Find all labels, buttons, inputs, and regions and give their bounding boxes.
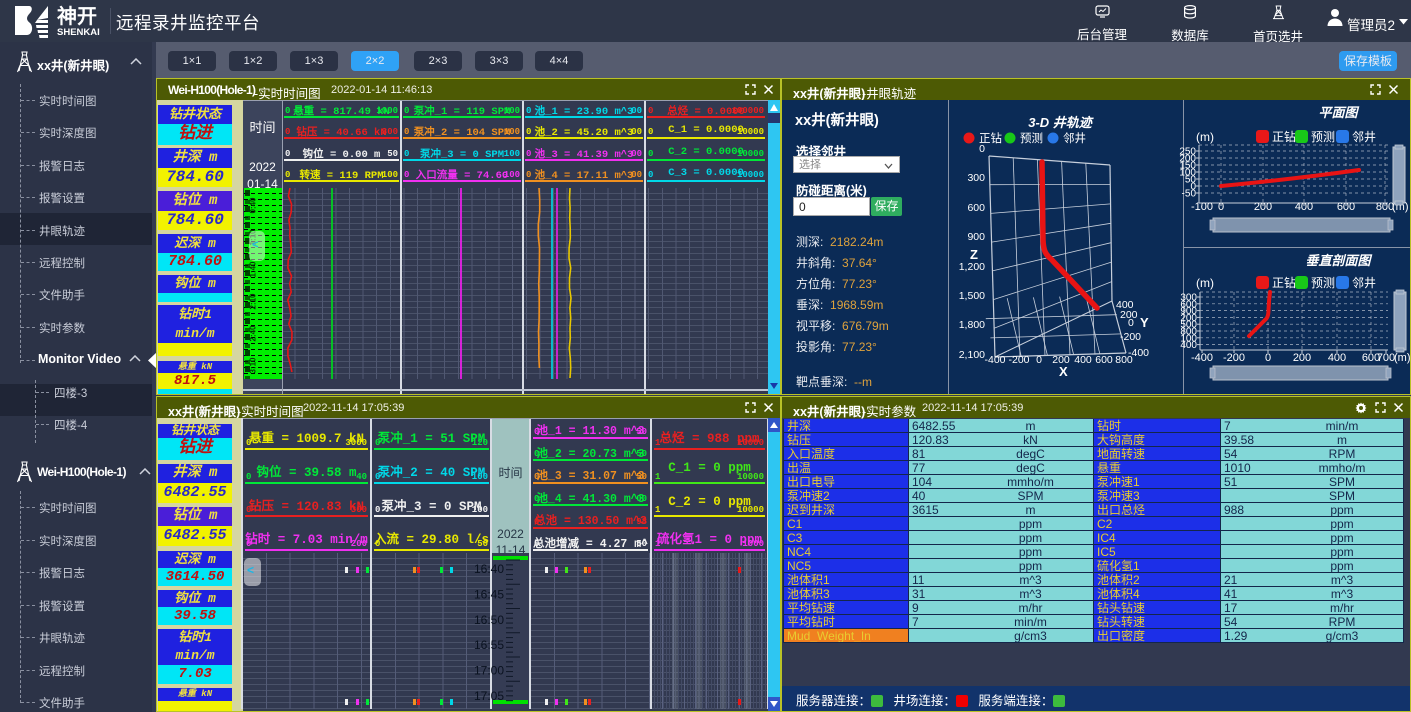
- svg-text:16:40: 16:40: [474, 562, 504, 576]
- svg-text:16:50: 16:50: [474, 613, 504, 627]
- svg-text:0: 0: [979, 143, 985, 155]
- svg-text:Y: Y: [1140, 315, 1149, 330]
- svg-text:200: 200: [1052, 354, 1070, 366]
- svg-text:400: 400: [1328, 352, 1346, 364]
- svg-text:400: 400: [1074, 354, 1092, 366]
- svg-text:900: 900: [1180, 306, 1197, 317]
- svg-text:Z: Z: [970, 247, 978, 262]
- svg-text:600: 600: [1362, 352, 1380, 364]
- svg-text:17:00: 17:00: [474, 664, 504, 678]
- svg-text:-400: -400: [984, 354, 1005, 366]
- svg-text:(m): (m): [1394, 352, 1410, 364]
- svg-text:正钻: 正钻: [1272, 275, 1296, 290]
- svg-text:200: 200: [1254, 201, 1272, 213]
- svg-text:100: 100: [1179, 168, 1196, 179]
- svg-text:X: X: [1059, 364, 1068, 379]
- svg-text:200: 200: [1180, 313, 1197, 324]
- svg-text:邻井: 邻井: [1352, 130, 1376, 144]
- svg-text:700: 700: [1377, 352, 1395, 364]
- svg-text:400: 400: [1180, 340, 1197, 351]
- svg-text:正钻: 正钻: [979, 131, 1002, 145]
- svg-text:400: 400: [1295, 201, 1313, 213]
- svg-text:1,800: 1,800: [959, 319, 985, 331]
- svg-text:400: 400: [1116, 299, 1134, 311]
- svg-text:16:55: 16:55: [474, 638, 504, 652]
- svg-text:2,100: 2,100: [959, 349, 985, 361]
- svg-text:800: 800: [1180, 327, 1197, 338]
- svg-text:-400: -400: [1128, 347, 1149, 359]
- svg-text:0: 0: [1218, 201, 1224, 213]
- svg-text:正钻: 正钻: [1272, 129, 1296, 144]
- svg-text:(m): (m): [1196, 130, 1214, 144]
- svg-text:-100: -100: [1191, 201, 1213, 213]
- svg-text:-400: -400: [1191, 352, 1213, 364]
- svg-text:0: 0: [1265, 352, 1271, 364]
- svg-text:邻井: 邻井: [1352, 276, 1376, 290]
- svg-text:预测: 预测: [1311, 276, 1335, 290]
- svg-text:200: 200: [1293, 352, 1311, 364]
- svg-text:3-D 井轨迹: 3-D 井轨迹: [1028, 115, 1094, 130]
- svg-text:垂直剖面图: 垂直剖面图: [1305, 253, 1372, 268]
- svg-text:0: 0: [1036, 354, 1042, 366]
- svg-text:600: 600: [1095, 354, 1113, 366]
- svg-text:0: 0: [1190, 182, 1196, 193]
- svg-text:1,500: 1,500: [959, 290, 985, 302]
- svg-text:50: 50: [1185, 175, 1197, 186]
- svg-text:800: 800: [1376, 201, 1394, 213]
- svg-text:-50: -50: [1182, 189, 1197, 200]
- svg-text:500: 500: [1180, 320, 1197, 331]
- svg-text:600: 600: [967, 202, 985, 214]
- svg-text:预测: 预测: [1311, 130, 1335, 144]
- svg-text:800: 800: [1115, 354, 1133, 366]
- svg-text:邻井: 邻井: [1063, 131, 1086, 145]
- svg-text:(m): (m): [1196, 276, 1214, 290]
- svg-text:150: 150: [1179, 161, 1196, 172]
- svg-text:-200: -200: [1223, 352, 1245, 364]
- svg-text:200: 200: [1179, 154, 1196, 165]
- svg-text:200: 200: [1120, 309, 1138, 321]
- svg-text:100: 100: [1180, 333, 1197, 344]
- svg-text:300: 300: [967, 172, 985, 184]
- svg-text:900: 900: [967, 231, 985, 243]
- svg-text:平面图: 平面图: [1318, 105, 1359, 120]
- svg-text:250: 250: [1179, 147, 1196, 158]
- svg-text:预测: 预测: [1020, 132, 1043, 145]
- svg-text:-200: -200: [1008, 354, 1029, 366]
- svg-text:16:45: 16:45: [474, 587, 504, 601]
- svg-text:SHENKAI: SHENKAI: [57, 27, 100, 38]
- svg-text:0: 0: [1128, 317, 1134, 329]
- svg-text:神开: 神开: [57, 4, 97, 28]
- svg-text:600: 600: [1180, 299, 1197, 310]
- svg-text:300: 300: [1180, 293, 1197, 304]
- svg-text:600: 600: [1337, 201, 1355, 213]
- svg-text:17:05: 17:05: [474, 689, 504, 703]
- svg-text:1,200: 1,200: [959, 261, 985, 273]
- svg-text:-200: -200: [1120, 331, 1141, 343]
